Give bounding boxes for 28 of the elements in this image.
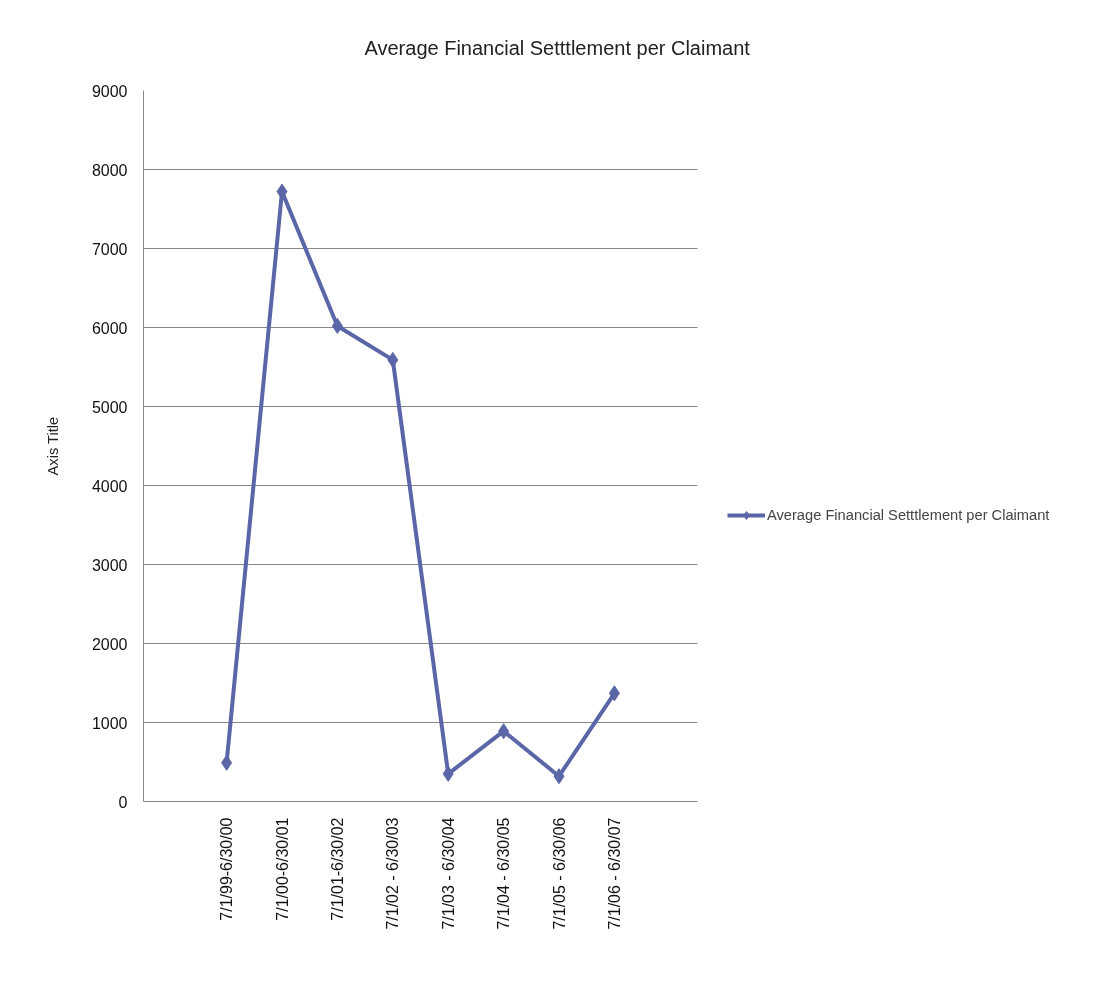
point (387, 351, 399, 368)
x-tick-label: 7/1/01-6/30/02 (328, 817, 346, 921)
point (442, 765, 454, 782)
x-tick-label: 7/1/02 - 6/30/03 (384, 817, 402, 930)
y-tick-label: 9000 (91, 82, 128, 100)
x-tick-label: 7/1/03 - 6/30/04 (439, 817, 457, 930)
y-tick-label: 6000 (91, 319, 128, 337)
y-tick-label: 1000 (91, 714, 128, 732)
x-tick-label: 7/1/00-6/30/01 (273, 817, 291, 921)
x-tick-label: 7/1/04 - 6/30/05 (495, 817, 513, 930)
y-tick-label: 4000 (91, 477, 128, 495)
y-tick-label: 3000 (91, 556, 128, 574)
legend-label: Average Financial Setttlement per Claimant (767, 507, 1050, 523)
x-tick-label: 7/1/06 - 6/30/07 (605, 817, 623, 930)
y-tick-label: 7000 (91, 240, 128, 258)
y-tick-label: 8000 (91, 161, 128, 179)
point (331, 317, 343, 334)
y-tick-label: 5000 (91, 398, 128, 416)
point (221, 754, 233, 771)
x-tick-label: 7/1/99-6/30/00 (218, 817, 236, 921)
y-tick-label: 0 (118, 793, 128, 811)
point (553, 768, 565, 785)
point (608, 685, 620, 702)
y-tick-label: 2000 (91, 635, 128, 653)
x-tick-label: 7/1/05 - 6/30/06 (550, 817, 568, 930)
y-axis-title: Axis Title (44, 416, 61, 476)
chart-title: Average Financial Setttlement per Claimant (364, 36, 751, 59)
point (498, 723, 510, 740)
